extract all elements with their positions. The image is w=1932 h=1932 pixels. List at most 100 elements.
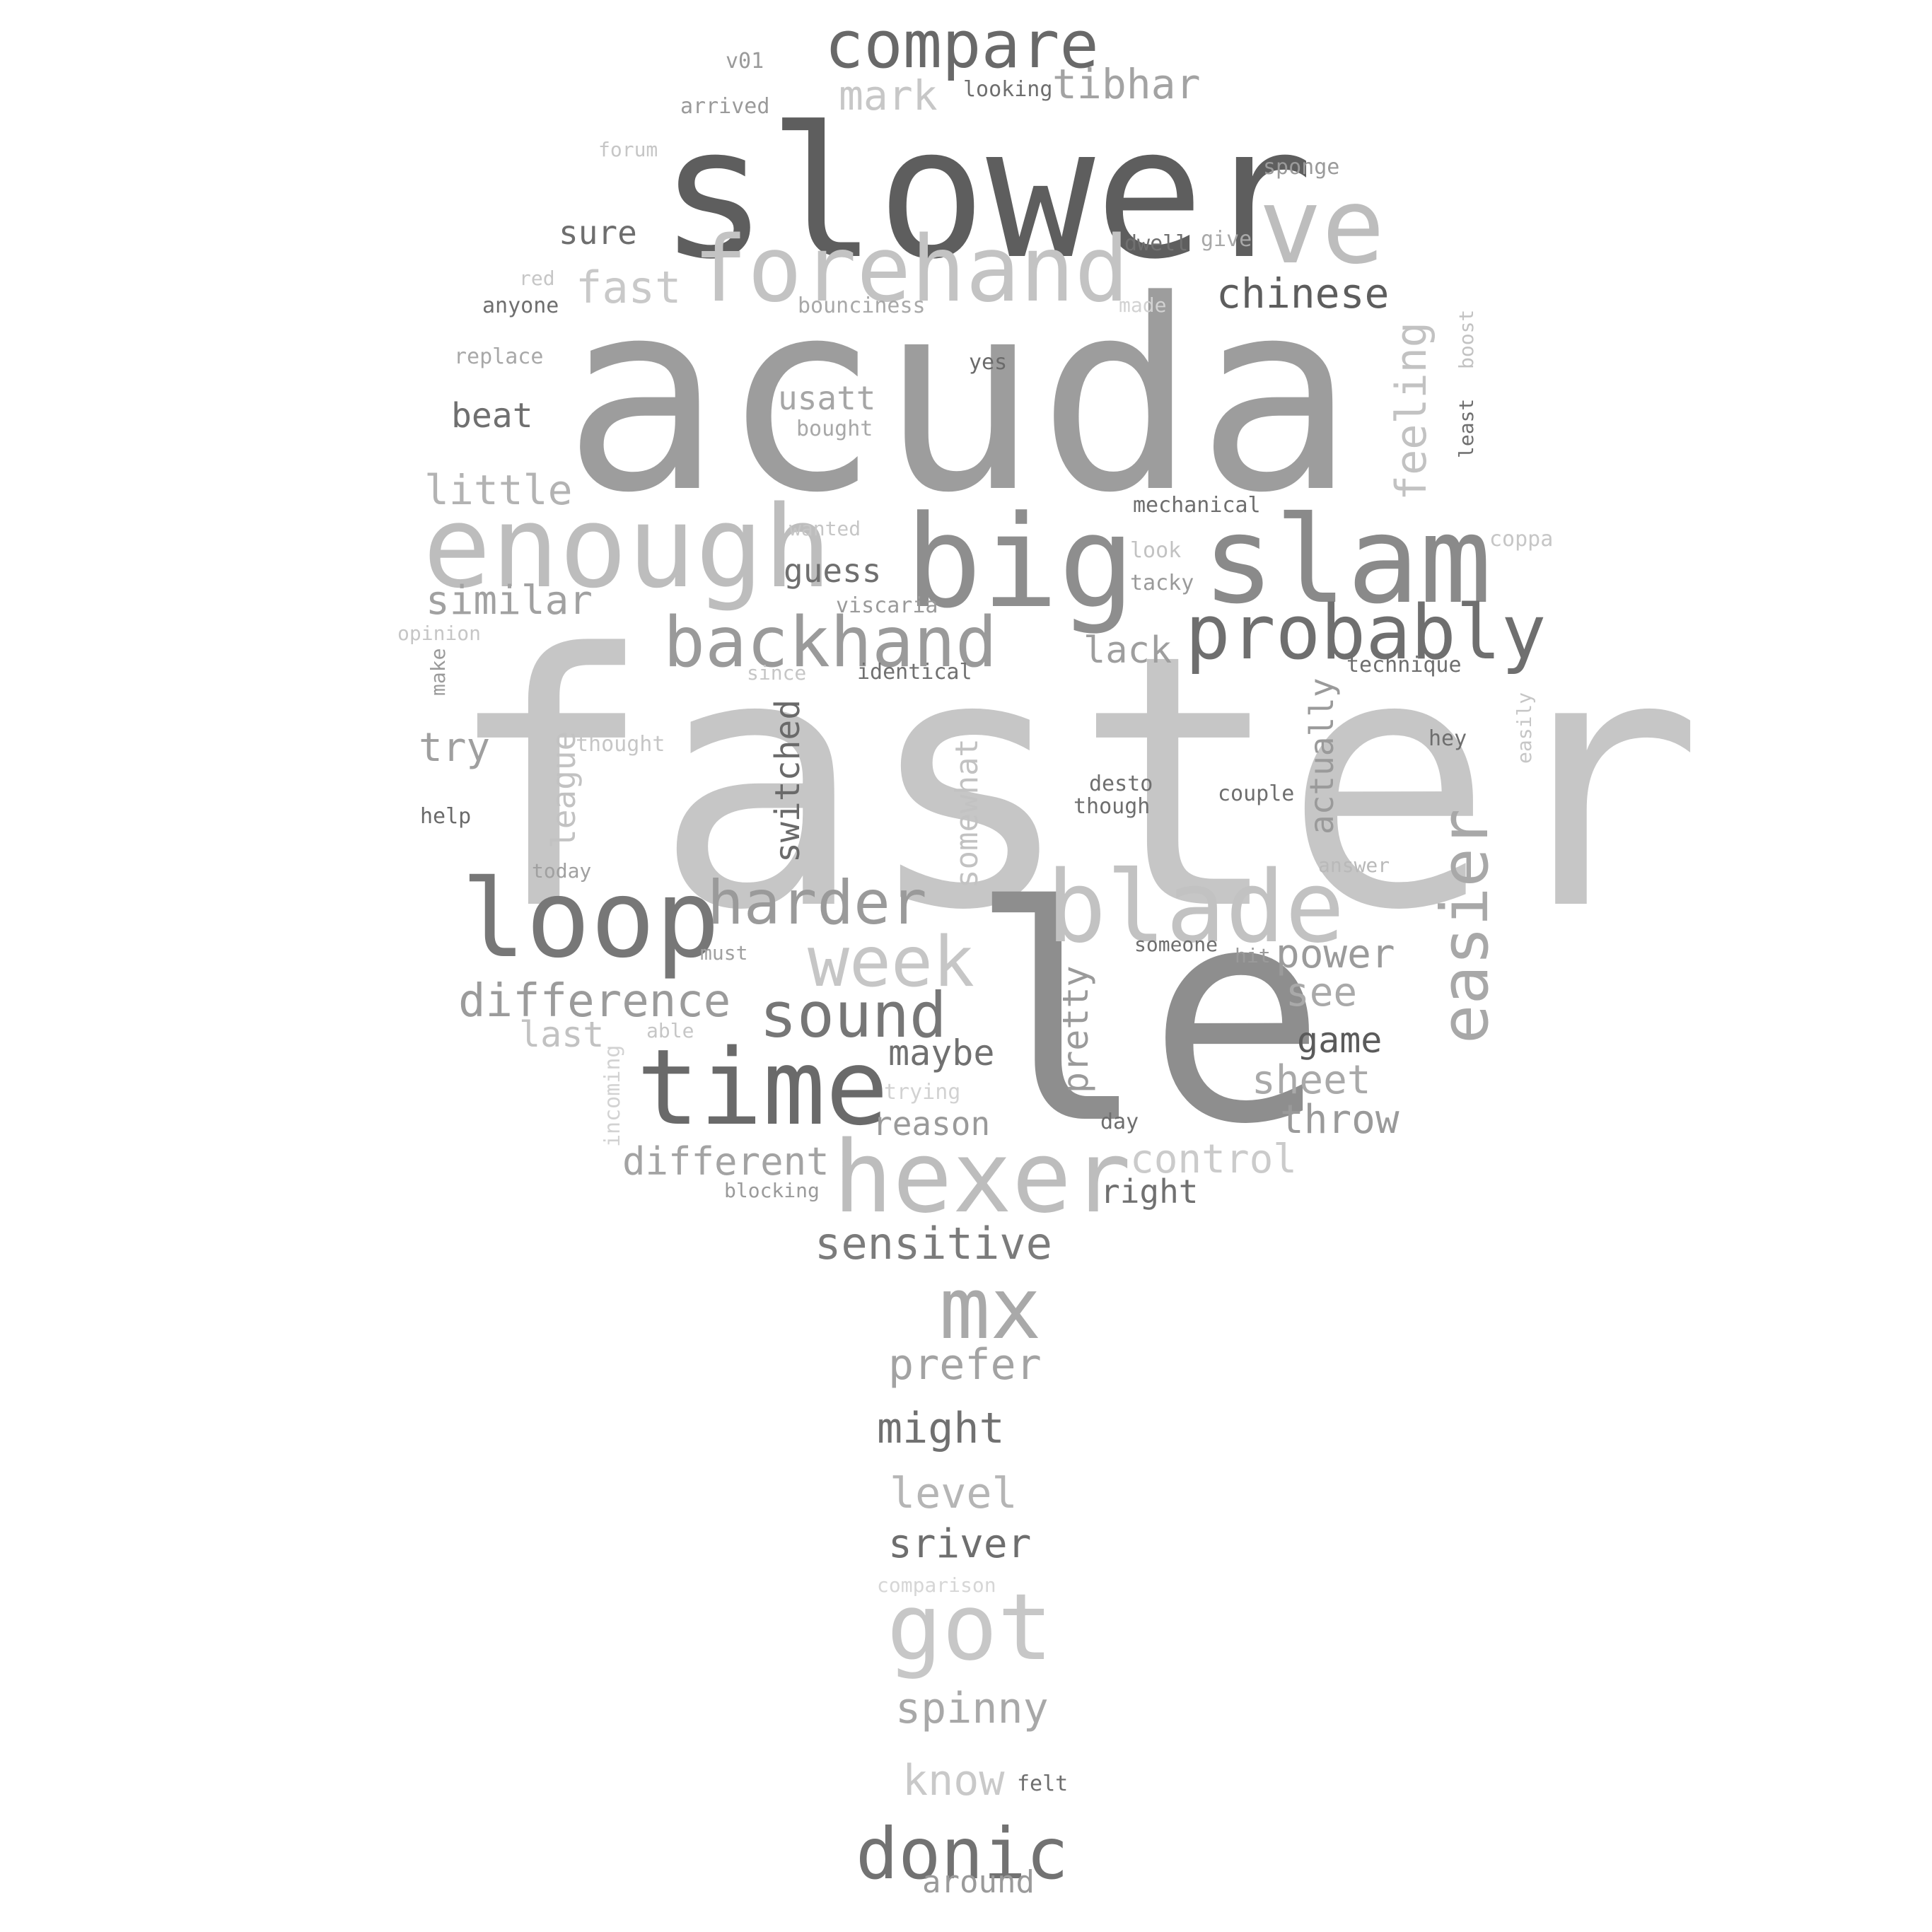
word-guess: guess [784, 552, 882, 590]
word-thought: thought [576, 732, 665, 757]
word-yes: yes [969, 350, 1008, 375]
word-help: help [420, 804, 472, 829]
word-anyone: anyone [482, 293, 559, 318]
word-level: level [890, 1469, 1018, 1518]
word-donic: donic [856, 1812, 1069, 1895]
word-ve: ve [1259, 165, 1385, 287]
word-power: power [1276, 931, 1395, 977]
word-switched: switched [768, 699, 808, 863]
word-make: make [426, 648, 450, 696]
word-time: time [636, 1027, 889, 1148]
word-actually: actually [1303, 677, 1341, 834]
word-made: made [1119, 293, 1167, 317]
word-mx: mx [939, 1260, 1042, 1358]
word-least: least [1455, 398, 1478, 458]
word-though: though [1073, 794, 1151, 819]
word-v01: v01 [726, 49, 764, 74]
word-game: game [1297, 1020, 1383, 1061]
word-answer: answer [1318, 854, 1390, 877]
word-desto: desto [1089, 772, 1153, 796]
word-slam: slam [1202, 491, 1492, 631]
word-compare: compare [825, 7, 1099, 83]
word-little: little [424, 466, 573, 514]
word-harder: harder [707, 868, 927, 938]
word-beat: beat [451, 396, 533, 436]
word-last: last [519, 1014, 605, 1055]
word-around: around [922, 1864, 1035, 1900]
word-forehand: forehand [693, 217, 1129, 322]
word-viscaria: viscaria [836, 593, 938, 618]
word-opinion: opinion [397, 622, 482, 645]
word-dwell: dwell [1124, 231, 1189, 256]
word-might: might [877, 1404, 1005, 1453]
word-give: give [1201, 227, 1252, 252]
word-looking: looking [963, 77, 1053, 102]
word-mark: mark [839, 71, 938, 120]
word-comparison: comparison [877, 1573, 996, 1597]
word-somewhat: somewhat [949, 738, 985, 888]
word-usatt: usatt [778, 379, 876, 417]
word-trying: trying [884, 1080, 961, 1105]
word-blocking: blocking [724, 1179, 820, 1202]
word-blade: blade [1047, 850, 1345, 965]
word-league: league [545, 731, 583, 849]
word-acuda: acuda [563, 244, 1355, 550]
word-bought: bought [796, 417, 873, 441]
word-chinese: chinese [1216, 269, 1390, 318]
word-throw: throw [1280, 1097, 1399, 1143]
word-hey: hey [1428, 726, 1467, 751]
word-able: able [646, 1019, 694, 1042]
word-coppa: coppa [1489, 527, 1554, 552]
word-tibhar: tibhar [1052, 60, 1201, 108]
word-look: look [1130, 538, 1182, 563]
word-must: must [700, 941, 748, 965]
word-mechanical: mechanical [1133, 493, 1261, 518]
word-someone: someone [1134, 933, 1218, 956]
word-sure: sure [559, 214, 637, 252]
word-control: control [1130, 1136, 1298, 1182]
word-le: le [969, 844, 1327, 1189]
word-sponge: sponge [1263, 155, 1340, 180]
word-red: red [519, 267, 555, 290]
word-couple: couple [1218, 781, 1295, 806]
word-slower: slower [659, 88, 1313, 299]
word-reason: reason [873, 1105, 991, 1143]
word-easier: easier [1427, 808, 1503, 1044]
word-today: today [532, 859, 592, 883]
word-try: try [419, 725, 491, 771]
word-big: big [905, 489, 1136, 636]
word-incoming: incoming [600, 1044, 625, 1148]
word-different: different [622, 1139, 830, 1184]
word-backhand: backhand [663, 603, 998, 683]
word-week: week [808, 922, 975, 1003]
word-similar: similar [426, 578, 593, 624]
word-arrived: arrived [680, 94, 770, 119]
word-sheet: sheet [1252, 1057, 1371, 1103]
word-know: know [902, 1756, 1005, 1805]
word-pretty: pretty [1055, 965, 1096, 1093]
word-wanted: wanted [789, 517, 861, 540]
word-probably: probably [1185, 589, 1547, 676]
word-easily: easily [1513, 692, 1536, 764]
word-sriver: sriver [888, 1521, 1032, 1567]
word-faster: faster [444, 581, 1704, 987]
word-forum: forum [598, 138, 658, 161]
word-identical: identical [857, 660, 972, 685]
word-difference: difference [458, 975, 731, 1028]
word-sound: sound [760, 979, 947, 1052]
word-hexer: hexer [833, 1120, 1131, 1235]
word-replace: replace [454, 344, 544, 369]
word-enough: enough [423, 481, 832, 613]
word-fast: fast [576, 262, 682, 313]
word-maybe: maybe [888, 1032, 995, 1073]
word-got: got [887, 1573, 1053, 1681]
word-day: day [1100, 1110, 1139, 1134]
word-loop: loop [461, 856, 721, 982]
word-spinny: spinny [895, 1684, 1049, 1733]
word-felt: felt [1017, 1771, 1069, 1796]
word-right: right [1100, 1172, 1199, 1211]
word-see: see [1286, 970, 1358, 1016]
word-bounciness: bounciness [798, 293, 926, 318]
word-hit: hit [1235, 944, 1271, 967]
